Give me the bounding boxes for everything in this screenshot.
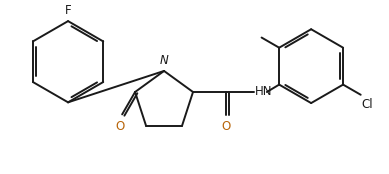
Text: O: O <box>116 120 125 133</box>
Text: F: F <box>65 4 71 17</box>
Text: HN: HN <box>255 85 272 98</box>
Text: N: N <box>159 54 168 67</box>
Text: Cl: Cl <box>362 98 373 110</box>
Text: O: O <box>222 120 231 133</box>
